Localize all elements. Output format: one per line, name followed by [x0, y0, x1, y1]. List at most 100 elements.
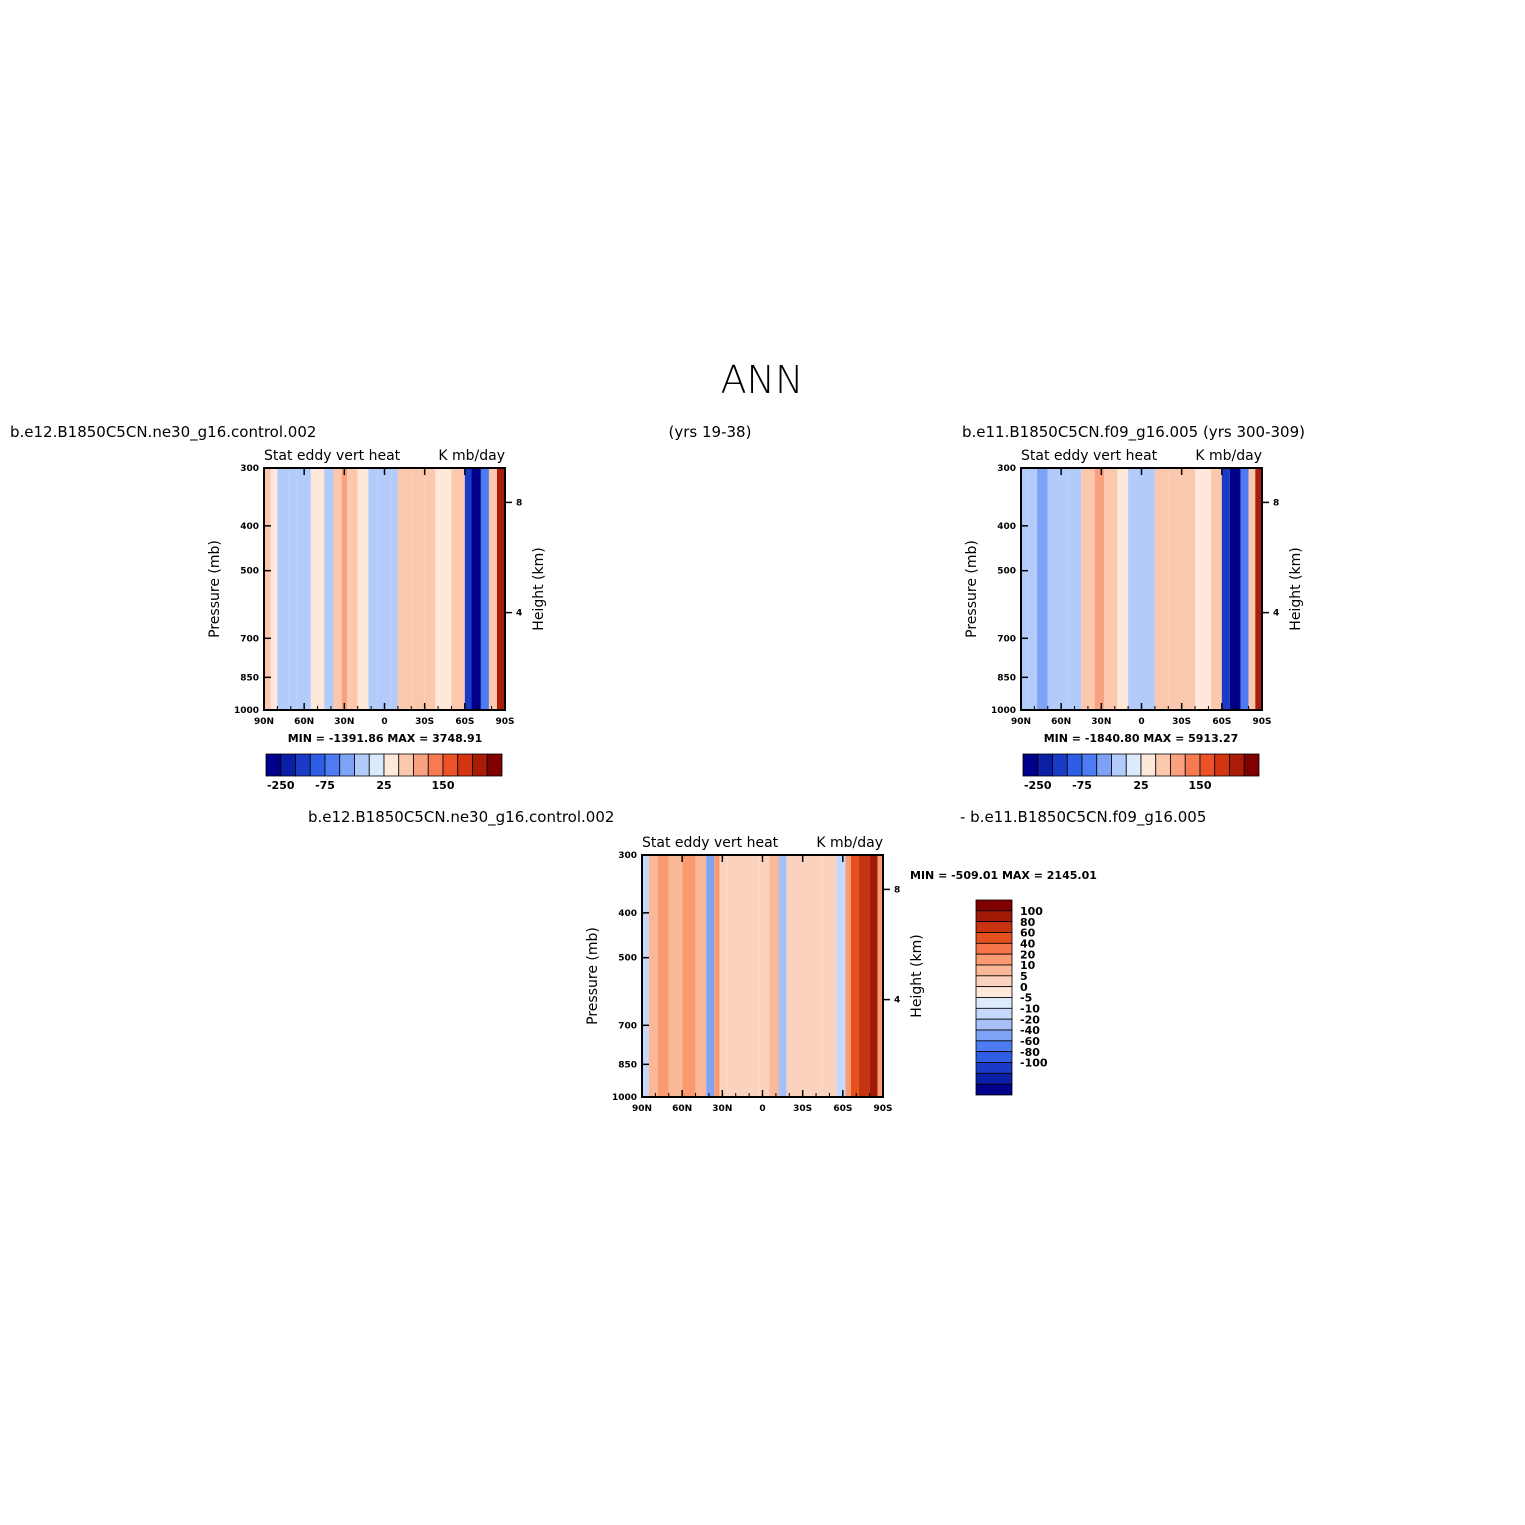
colorbar-swatch: [1243, 753, 1260, 777]
band-1-7: [1094, 468, 1105, 710]
band-0-3: [288, 468, 297, 710]
colorbar-label: 5: [1020, 970, 1028, 983]
band-2-6: [706, 855, 715, 1097]
y-tick-label: 500: [618, 954, 637, 964]
x-tick-label: 30S: [793, 1104, 812, 1114]
colorbar-swatch: [975, 1018, 1013, 1031]
band-2-24: [877, 855, 883, 1097]
band-0-19: [464, 468, 472, 710]
y-right-tick-label: 8: [516, 498, 522, 508]
x-tick-label: 0: [381, 717, 387, 727]
band-1-3: [1047, 468, 1059, 710]
colorbar-swatch: [1022, 753, 1039, 777]
colorbar-swatch: [975, 910, 1013, 923]
band-2-9: [727, 855, 739, 1097]
y-tick-label: 700: [997, 634, 1016, 644]
x-tick-label: 30N: [712, 1104, 732, 1114]
plot-title-left: Stat eddy vert heat: [1021, 448, 1158, 464]
minmax-label: MIN = -1391.86 MAX = 3748.91: [288, 732, 483, 745]
colorbar-swatch: [975, 899, 1013, 912]
band-1-15: [1195, 468, 1212, 710]
colorbar-swatch: [975, 986, 1013, 998]
colorbar-label: 10: [1020, 959, 1036, 972]
band-2-21: [850, 855, 859, 1097]
band-0-5: [310, 468, 325, 710]
colorbar-swatch: [975, 997, 1013, 1009]
band-2-14: [778, 855, 787, 1097]
band-0-9: [347, 468, 358, 710]
x-tick-label: 90S: [873, 1104, 892, 1114]
band-2-8: [719, 855, 728, 1097]
colorbar-swatch: [1037, 753, 1053, 777]
band-2-20: [845, 855, 851, 1097]
x-tick-label: 60S: [833, 1104, 852, 1114]
band-1-14: [1181, 468, 1196, 710]
band-0-15: [411, 468, 425, 710]
y-right-tick-label: 4: [516, 609, 522, 619]
colorbar-label: -75: [315, 779, 335, 792]
band-1-9: [1117, 468, 1129, 710]
x-tick-label: 90N: [254, 717, 274, 727]
y-tick-label: 850: [618, 1060, 637, 1070]
band-0-13: [391, 468, 398, 710]
band-1-18: [1229, 468, 1241, 710]
colorbar-label: 25: [376, 779, 391, 792]
colorbar-swatch: [265, 753, 282, 777]
band-0-8: [341, 468, 348, 710]
band-2-12: [759, 855, 770, 1097]
band-1-8: [1104, 468, 1118, 710]
colorbar-label: -20: [1020, 1013, 1040, 1026]
colorbar-label: -40: [1020, 1024, 1040, 1037]
y-tick-label: 850: [997, 673, 1016, 683]
band-1-1: [1027, 468, 1038, 710]
colorbar-label: 25: [1133, 779, 1148, 792]
x-tick-label: 90S: [1252, 717, 1271, 727]
colorbar-swatch: [1066, 753, 1083, 777]
band-2-2: [658, 855, 669, 1097]
y-right-tick-label: 8: [894, 885, 900, 895]
plot-title-left: Stat eddy vert heat: [642, 835, 779, 851]
band-0-1: [270, 468, 278, 710]
colorbar-swatch: [1125, 753, 1142, 777]
y-right-axis-label: Height (km): [1288, 547, 1304, 630]
band-2-23: [869, 855, 878, 1097]
y-tick-label: 300: [997, 464, 1016, 474]
y-right-tick-label: 8: [1273, 498, 1279, 508]
colorbar-swatch: [975, 1062, 1013, 1074]
y-right-axis-label: Height (km): [531, 547, 547, 630]
band-1-4: [1058, 468, 1068, 710]
y-axis-label: Pressure (mb): [964, 540, 980, 638]
plot-title-right: K mb/day: [816, 835, 883, 851]
y-tick-label: 700: [240, 634, 259, 644]
band-1-6: [1081, 468, 1095, 710]
band-1-5: [1067, 468, 1082, 710]
minmax-label: MIN = -509.01 MAX = 2145.01: [910, 869, 1097, 882]
band-2-10: [738, 855, 750, 1097]
colorbar-swatch: [457, 753, 473, 777]
x-tick-label: 0: [1138, 717, 1144, 727]
band-1-11: [1141, 468, 1155, 710]
colorbar-swatch: [1111, 753, 1127, 777]
colorbar-label: -75: [1072, 779, 1092, 792]
band-0-11: [368, 468, 378, 710]
diff-case2-label: - b.e11.B1850C5CN.f09_g16.005: [960, 808, 1206, 827]
colorbar-swatch: [1199, 753, 1216, 777]
y-right-tick-label: 4: [1273, 609, 1279, 619]
band-0-21: [480, 468, 489, 710]
colorbar-swatch: [975, 1007, 1013, 1020]
band-1-19: [1240, 468, 1249, 710]
band-0-20: [471, 468, 481, 710]
colorbar-swatch: [486, 753, 503, 777]
band-0-4: [296, 468, 311, 710]
colorbar-swatch: [975, 932, 1013, 944]
diff-case1-label: b.e12.B1850C5CN.ne30_g16.control.002: [308, 808, 614, 827]
x-tick-label: 30S: [415, 717, 434, 727]
colorbar-swatch: [324, 753, 341, 777]
band-2-3: [668, 855, 683, 1097]
colorbar-swatch: [975, 921, 1013, 933]
band-2-13: [769, 855, 779, 1097]
colorbar-label: 150: [1189, 779, 1212, 792]
x-tick-label: 90N: [1011, 717, 1031, 727]
band-2-11: [749, 855, 760, 1097]
x-tick-label: 30S: [1172, 717, 1191, 727]
